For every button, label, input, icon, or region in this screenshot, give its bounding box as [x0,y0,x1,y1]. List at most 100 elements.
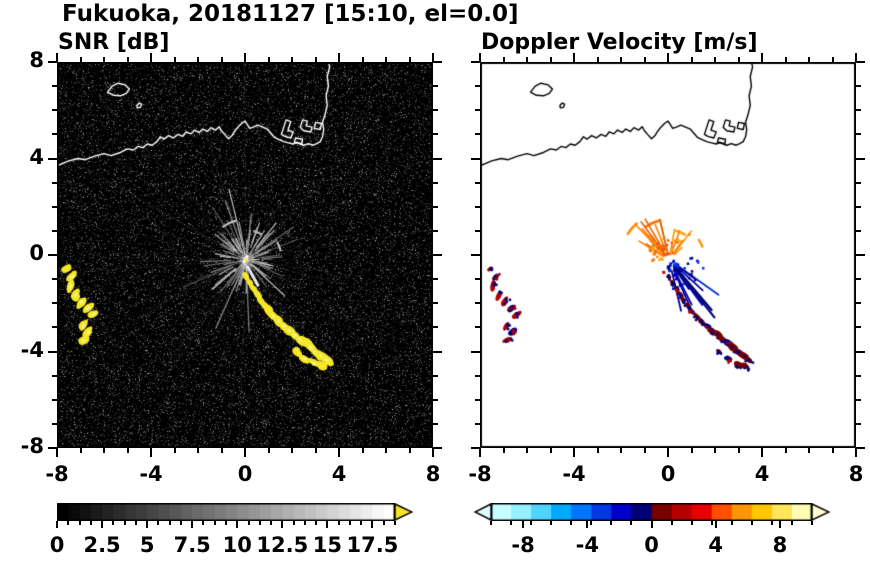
tick-mark [126,448,129,453]
tick-mark [667,53,669,62]
tick-mark [52,133,57,136]
tick-mark [475,398,480,401]
colorbar-tick [315,521,318,525]
tick-mark [56,448,58,457]
tick-mark [856,398,861,401]
tick-mark [48,61,57,63]
colorbar-tick [303,521,306,525]
tick-mark [433,157,442,160]
tick-mark [831,57,834,62]
colorbar-tick-label: 12.5 [256,533,309,557]
tick-mark [596,448,599,453]
tick-mark [855,53,857,62]
tick-mark [502,448,505,453]
tick-mark [433,205,438,208]
snr-colorbar [57,503,413,521]
tick-mark [573,53,575,62]
colorbar-tick-label: 17.5 [346,533,399,557]
tick-mark [52,422,57,425]
colorbar-tick [123,521,126,525]
colorbar-tick [56,521,58,528]
colorbar-tick [168,521,171,525]
tick-mark [48,447,57,449]
tick-mark [667,448,669,457]
tick-mark [56,53,58,62]
tick-mark [220,448,223,453]
colorbar-tick-label: 0 [49,533,65,557]
tick-mark [549,57,552,62]
tick-mark [48,254,57,256]
colorbar-tick-label: 15 [312,533,343,557]
x-tick-label: 8 [425,462,441,486]
colorbar-tick [670,521,673,525]
tick-mark [475,133,480,136]
colorbar-tick [360,521,363,525]
x-tick-label: -8 [468,462,492,486]
x-tick-label: 4 [331,462,347,486]
colorbar-tick [650,521,653,528]
tick-mark [433,133,438,136]
tick-mark [620,57,622,62]
tick-mark [714,57,716,62]
colorbar-tick-label: 0 [644,533,659,557]
tick-mark [690,448,693,453]
tick-mark [471,61,480,63]
tick-mark [856,133,861,136]
tick-mark [79,57,82,62]
tick-mark [244,448,246,457]
tick-mark [52,278,57,281]
tick-mark [433,229,438,232]
tick-mark [856,374,861,377]
tick-mark [291,57,293,62]
tick-mark [150,53,152,62]
tick-mark [475,205,480,208]
tick-mark [361,57,364,62]
tick-mark [856,109,861,112]
x-tick-label: 0 [660,462,676,486]
tick-mark [52,229,57,232]
colorbar-tick [778,521,781,528]
tick-mark [856,278,861,281]
tick-mark [244,53,246,62]
tick-mark [52,302,57,305]
tick-mark [338,53,340,62]
colorbar-tick [146,521,149,528]
colorbar-tick [590,521,593,525]
colorbar-tick [258,521,261,525]
tick-mark [433,181,438,184]
tick-mark [314,57,317,62]
tick-mark [475,326,480,329]
colorbar-tick [530,521,533,525]
tick-mark [433,109,438,112]
tick-mark [338,448,340,457]
colorbar-tick [770,521,773,525]
tick-mark [475,422,480,425]
tick-mark [52,326,57,329]
colorbar-tick-label: -4 [575,533,599,557]
colorbar-tick-label: 7.5 [173,533,211,557]
tick-mark [433,350,442,353]
tick-mark [267,57,270,62]
tick-mark [808,448,810,453]
x-tick-label: 8 [848,462,864,486]
x-tick-label: -8 [45,462,69,486]
velocity-plot-panel [471,53,865,457]
colorbar-tick [202,521,205,525]
colorbar-tick [790,521,793,525]
tick-mark [433,326,438,329]
tick-mark [620,448,622,453]
tick-mark [173,57,176,62]
tick-mark [526,57,528,62]
colorbar-tick-label: 8 [772,533,788,557]
tick-mark [856,447,865,449]
tick-mark [433,302,438,305]
colorbar-tick [191,521,194,528]
colorbar-tick [382,521,385,525]
colorbar-tick [610,521,613,525]
tick-mark [856,61,865,63]
colorbar-tick [89,521,92,525]
y-tick-label: 0 [29,241,44,265]
snr-plot-panel [48,53,442,457]
colorbar-tick [247,521,250,525]
colorbar-tick-label: 4 [708,533,723,557]
